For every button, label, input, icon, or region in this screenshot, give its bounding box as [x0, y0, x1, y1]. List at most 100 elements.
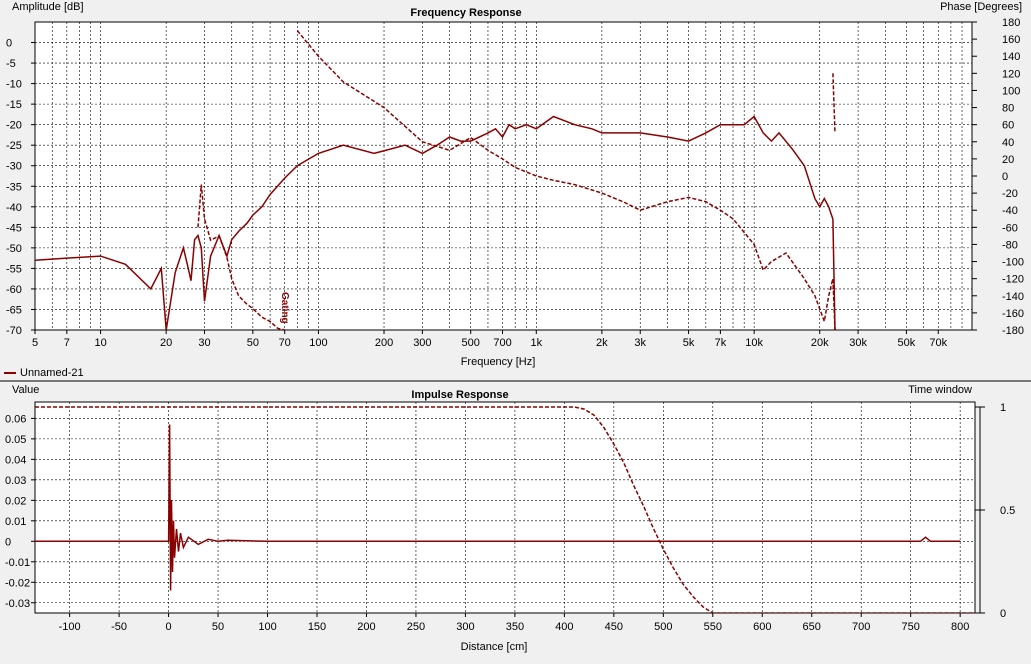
distance-x-tick-label: 500: [654, 621, 672, 633]
freq-x-tick-label: 3k: [634, 337, 646, 349]
freq-x-tick-label: 100: [309, 337, 327, 349]
amplitude-y-tick-label: -60: [6, 284, 22, 296]
phase-y-tick-label: 80: [1002, 103, 1014, 115]
amplitude-y-tick-label: -20: [6, 120, 22, 132]
impulse-curves: [35, 406, 975, 613]
amplitude-y-tick-label: -10: [6, 79, 22, 91]
value-y-tick-label: 0.01: [5, 516, 26, 528]
impulse-response-chart: -100 -50 0 50 100 150 200 250 300 350 400 450 500 550…: [5, 384, 1015, 653]
phase-y-tick-label: 0: [1002, 171, 1008, 183]
amplitude-y-tick-label: -55: [6, 263, 22, 275]
amplitude-axis-label: Amplitude [dB]: [12, 1, 84, 13]
frequency-x-ticks: 5 7 10 20 30 50 70 100 200 300 500 700 1k 2k 3k 5k 7k 10k…: [32, 330, 948, 349]
phase-y-tick-label: -140: [1002, 291, 1024, 303]
time-window-axis-label: Time window: [908, 384, 972, 396]
amplitude-y-tick-label: -15: [6, 99, 22, 111]
value-y-tick-label: 0.06: [5, 413, 26, 425]
freq-x-tick-label: 70: [279, 337, 291, 349]
distance-x-tick-label: 550: [704, 621, 722, 633]
distance-x-tick-label: -100: [59, 621, 81, 633]
gating-annotation: Gating: [279, 292, 290, 324]
phase-y-tick-label: -160: [1002, 308, 1024, 320]
time-window-y-tick-label: 0.5: [1000, 505, 1015, 517]
distance-x-tick-label: 400: [555, 621, 573, 633]
value-y-tick-label: 0.04: [5, 454, 26, 466]
value-y-tick-label: -0.01: [5, 557, 30, 569]
value-y-tick-label: 0.02: [5, 495, 26, 507]
phase-y-tick-label: -100: [1002, 257, 1024, 269]
phase-curve: [832, 73, 836, 134]
freq-x-tick-label: 30: [198, 337, 210, 349]
phase-y-tick-label: 20: [1002, 154, 1014, 166]
distance-x-tick-label: 350: [506, 621, 524, 633]
distance-x-tick-label: 0: [166, 621, 172, 633]
distance-x-tick-label: 450: [605, 621, 623, 633]
freq-x-tick-label: 5: [32, 337, 38, 349]
distance-x-tick-label: 700: [852, 621, 870, 633]
phase-y-ticks: 180 160 140 120 100 80 60 40 20 0 -20 -40 -60 -80 -100…: [972, 17, 1024, 337]
amplitude-y-tick-label: -5: [6, 58, 16, 70]
distance-x-tick-label: 300: [456, 621, 474, 633]
phase-y-tick-label: 60: [1002, 120, 1014, 132]
freq-x-tick-label: 20: [160, 337, 172, 349]
distance-x-tick-label: 600: [753, 621, 771, 633]
phase-y-tick-label: 100: [1002, 85, 1020, 97]
amplitude-y-tick-label: -50: [6, 243, 22, 255]
freq-x-tick-label: 70k: [929, 337, 947, 349]
legend-label: Unnamed-21: [20, 367, 84, 379]
freq-x-tick-label: 7k: [715, 337, 727, 349]
distance-x-tick-label: 100: [258, 621, 276, 633]
distance-x-tick-label: 650: [803, 621, 821, 633]
freq-x-tick-label: 700: [493, 337, 511, 349]
value-y-ticks: 0.06 0.05 0.04 0.03 0.02 0.01 0 -0.01 -0.02 -0.03: [5, 413, 35, 610]
phase-y-tick-label: 160: [1002, 34, 1020, 46]
phase-y-tick-label: 140: [1002, 51, 1020, 63]
amplitude-y-tick-label: -30: [6, 161, 22, 173]
amplitude-y-tick-label: -45: [6, 222, 22, 234]
value-y-tick-label: 0: [5, 536, 11, 548]
frequency-chart-title: Frequency Response: [410, 7, 521, 19]
phase-curve: [197, 30, 836, 330]
distance-axis-label: Distance [cm]: [461, 641, 528, 653]
phase-y-tick-label: 40: [1002, 137, 1014, 149]
impulse-plot-area[interactable]: [34, 401, 976, 614]
impulse-curve: [35, 424, 961, 591]
phase-y-tick-label: -40: [1002, 205, 1018, 217]
value-axis-label: Value: [12, 384, 39, 396]
value-y-tick-label: -0.03: [5, 598, 30, 610]
frequency-axis-label: Frequency [Hz]: [461, 356, 536, 368]
distance-x-tick-label: 250: [407, 621, 425, 633]
freq-x-tick-label: 30k: [849, 337, 867, 349]
value-y-tick-label: 0.05: [5, 434, 26, 446]
freq-x-tick-label: 50k: [898, 337, 916, 349]
amplitude-curve: [35, 115, 836, 330]
distance-x-tick-label: -50: [111, 621, 127, 633]
value-y-tick-label: 0.03: [5, 475, 26, 487]
phase-y-tick-label: 120: [1002, 68, 1020, 80]
frequency-response-chart: 5 7 10 20 30 50 70 100 200 300 500 700 1k 2k 3k 5k 7k 10k…: [6, 1, 1024, 368]
freq-x-tick-label: 5k: [683, 337, 695, 349]
freq-x-tick-label: 2k: [596, 337, 608, 349]
phase-y-tick-label: 180: [1002, 17, 1020, 29]
freq-x-tick-label: 10k: [745, 337, 763, 349]
amplitude-y-ticks: 0 -5 -10 -15 -20 -25 -30 -35 -40 -45 -50 -55 -60 -65 -…: [6, 38, 35, 337]
freq-x-tick-label: 200: [375, 337, 393, 349]
freq-x-tick-label: 500: [462, 337, 480, 349]
distance-x-tick-label: 800: [951, 621, 969, 633]
time-window-y-tick-label: 0: [1000, 608, 1006, 620]
freq-x-tick-label: 10: [94, 337, 106, 349]
frequency-curves: [35, 30, 836, 330]
phase-y-tick-label: -120: [1002, 274, 1024, 286]
value-y-tick-label: -0.02: [5, 577, 30, 589]
impulse-chart-title: Impulse Response: [411, 389, 508, 401]
distance-x-tick-label: 50: [212, 621, 224, 633]
phase-y-tick-label: -180: [1002, 325, 1024, 337]
freq-x-tick-label: 50: [247, 337, 259, 349]
legend[interactable]: Unnamed-21: [4, 367, 84, 379]
amplitude-y-tick-label: -25: [6, 140, 22, 152]
phase-y-tick-label: -80: [1002, 239, 1018, 251]
phase-y-tick-label: -20: [1002, 188, 1018, 200]
freq-x-tick-label: 300: [413, 337, 431, 349]
time-window-y-ticks: 10.50: [975, 402, 1015, 620]
